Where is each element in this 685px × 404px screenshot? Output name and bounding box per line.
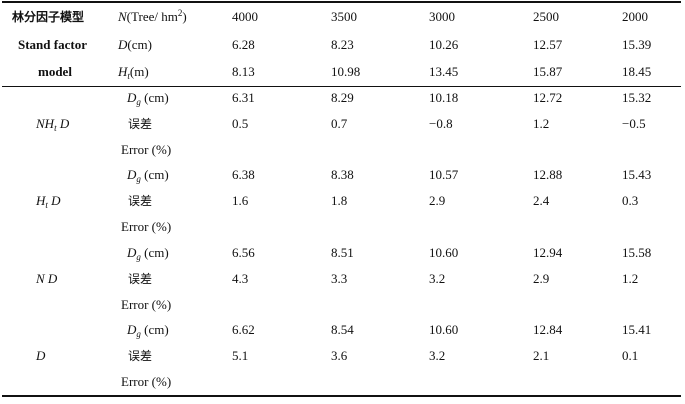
error-value: 3.2 <box>429 348 446 363</box>
header-value: 2500 <box>533 9 559 24</box>
dg-value: 12.88 <box>533 167 563 182</box>
error-label-en: Error (%) <box>121 297 172 312</box>
dg-value: 6.56 <box>232 245 255 260</box>
dg-label: Dg (cm) <box>127 90 169 107</box>
dg-value: 15.43 <box>622 167 652 182</box>
error-label-en: Error (%) <box>121 374 172 389</box>
error-value: 1.2 <box>533 116 550 131</box>
dg-label: Dg (cm) <box>127 167 169 184</box>
error-value: −0.8 <box>429 116 453 131</box>
header-value: 8.13 <box>232 64 255 79</box>
header-model-cn: 林分因子模型 <box>12 10 85 24</box>
dg-value: 6.31 <box>232 90 255 105</box>
header-variable-2: Ht(m) <box>118 64 149 81</box>
header-value: 12.57 <box>533 37 563 52</box>
error-value: 3.3 <box>331 271 348 286</box>
header-value: 3000 <box>429 9 455 24</box>
error-value: 1.8 <box>331 193 348 208</box>
error-label-cn: 误差 <box>128 272 153 286</box>
error-value: 2.1 <box>533 348 550 363</box>
error-value: −0.5 <box>622 116 646 131</box>
dg-value: 10.18 <box>429 90 459 105</box>
dg-value: 10.60 <box>429 322 459 337</box>
error-value: 2.4 <box>533 193 550 208</box>
header-rule <box>2 86 681 87</box>
error-value: 0.1 <box>622 348 639 363</box>
dg-value: 15.41 <box>622 322 652 337</box>
error-value: 1.2 <box>622 271 639 286</box>
bottom-rule <box>2 395 681 397</box>
header-variable-0: N(Tree/ hm2) <box>118 8 187 25</box>
model-label: Ht D <box>36 193 61 210</box>
dg-value: 12.72 <box>533 90 563 105</box>
error-value: 3.6 <box>331 348 348 363</box>
header-value: 13.45 <box>429 64 459 79</box>
error-value: 1.6 <box>232 193 249 208</box>
model-label: D <box>36 348 46 363</box>
dg-label: Dg (cm) <box>127 322 169 339</box>
model-label: N D <box>36 271 58 286</box>
dg-label: Dg (cm) <box>127 245 169 262</box>
dg-value: 15.32 <box>622 90 652 105</box>
header-value: 3500 <box>331 9 357 24</box>
header-value: 15.87 <box>533 64 563 79</box>
dg-value: 10.60 <box>429 245 459 260</box>
dg-value: 12.94 <box>533 245 563 260</box>
error-label-en: Error (%) <box>121 142 172 157</box>
header-value: 15.39 <box>622 37 652 52</box>
dg-value: 8.29 <box>331 90 354 105</box>
model-label: NHt D <box>36 116 70 133</box>
dg-value: 10.57 <box>429 167 459 182</box>
dg-value: 12.84 <box>533 322 563 337</box>
header-value: 10.98 <box>331 64 361 79</box>
dg-value: 6.38 <box>232 167 255 182</box>
error-value: 2.9 <box>429 193 446 208</box>
dg-value: 8.54 <box>331 322 354 337</box>
dg-value: 15.58 <box>622 245 652 260</box>
error-label-cn: 误差 <box>128 349 153 363</box>
error-label-cn: 误差 <box>128 194 153 208</box>
error-value: 3.2 <box>429 271 446 286</box>
error-value: 2.9 <box>533 271 550 286</box>
dg-value: 8.51 <box>331 245 354 260</box>
dg-value: 6.62 <box>232 322 255 337</box>
error-value: 0.3 <box>622 193 639 208</box>
header-model-en-2: model <box>38 64 72 79</box>
top-rule <box>2 1 681 3</box>
error-value: 0.7 <box>331 116 348 131</box>
dg-value: 8.38 <box>331 167 354 182</box>
error-label-cn: 误差 <box>128 117 153 131</box>
header-value: 6.28 <box>232 37 255 52</box>
error-value: 5.1 <box>232 348 249 363</box>
header-variable-1: D(cm) <box>118 37 152 52</box>
header-value: 10.26 <box>429 37 459 52</box>
error-value: 0.5 <box>232 116 249 131</box>
header-value: 4000 <box>232 9 258 24</box>
header-value: 18.45 <box>622 64 652 79</box>
header-model-en-1: Stand factor <box>18 37 87 52</box>
header-value: 2000 <box>622 9 648 24</box>
error-label-en: Error (%) <box>121 219 172 234</box>
error-value: 4.3 <box>232 271 249 286</box>
header-value: 8.23 <box>331 37 354 52</box>
